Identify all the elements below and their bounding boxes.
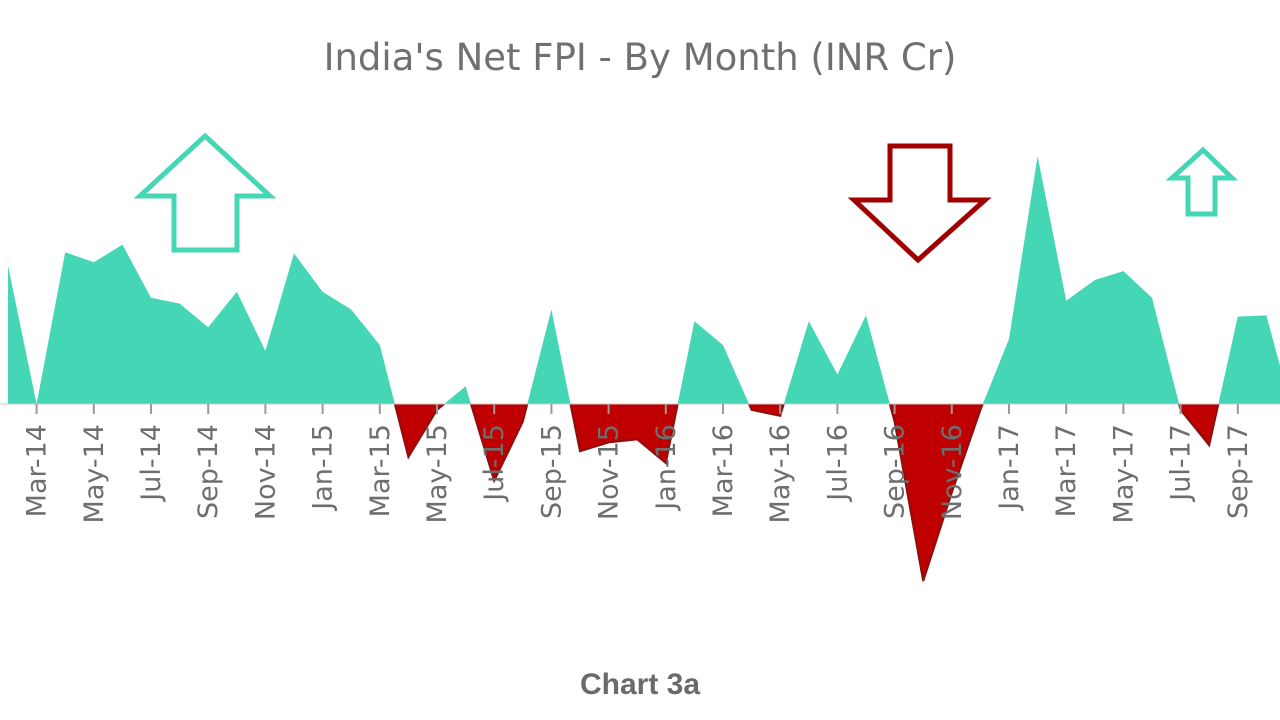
x-tick-label: Sep-15 — [536, 424, 567, 519]
small-up-arrow-icon — [1165, 146, 1239, 217]
area-layer — [0, 156, 1280, 582]
x-tick-label: Jan-15 — [308, 424, 339, 512]
x-tick-label: Mar-15 — [365, 424, 396, 517]
negative-outline — [35, 404, 1220, 582]
x-tick-label: May-14 — [79, 424, 110, 523]
x-tick-label: Nov-16 — [937, 424, 968, 520]
x-tick-label: Mar-16 — [708, 424, 739, 517]
down-arrow-icon — [847, 143, 992, 264]
x-tick-label: Sep-14 — [193, 424, 224, 519]
x-tick-label: Nov-15 — [594, 424, 625, 520]
x-tick-label: Sep-16 — [880, 424, 911, 519]
x-tick-label: Jul-15 — [479, 424, 510, 503]
x-tick-label: Jan-17 — [994, 424, 1025, 512]
up-arrow-icon — [133, 132, 277, 253]
chart-title: India's Net FPI - By Month (INR Cr) — [323, 36, 957, 79]
x-tick-label: Jul-17 — [1166, 424, 1197, 503]
x-tick-label: Sep-17 — [1223, 424, 1254, 519]
x-axis: Mar-14 May-14 Jul-14 Sep-14 Nov-14 Jan-15 Mar-… — [22, 404, 1254, 523]
annotation-layer — [133, 132, 1239, 264]
x-tick-label: Jan-16 — [651, 424, 682, 512]
x-tick-label: Jul-16 — [822, 424, 853, 503]
x-tick-label: May-16 — [765, 424, 796, 523]
positive-area — [8, 156, 1280, 404]
x-tick-label: Nov-14 — [250, 424, 281, 520]
x-tick-label: Mar-17 — [1051, 424, 1082, 517]
chart-caption: Chart 3a — [579, 668, 701, 701]
x-tick-label: May-17 — [1108, 424, 1139, 523]
x-tick-label: Mar-14 — [22, 424, 53, 517]
negative-area — [8, 404, 1280, 582]
x-tick-label: May-15 — [422, 424, 453, 523]
x-tick-label: Jul-14 — [136, 424, 167, 503]
